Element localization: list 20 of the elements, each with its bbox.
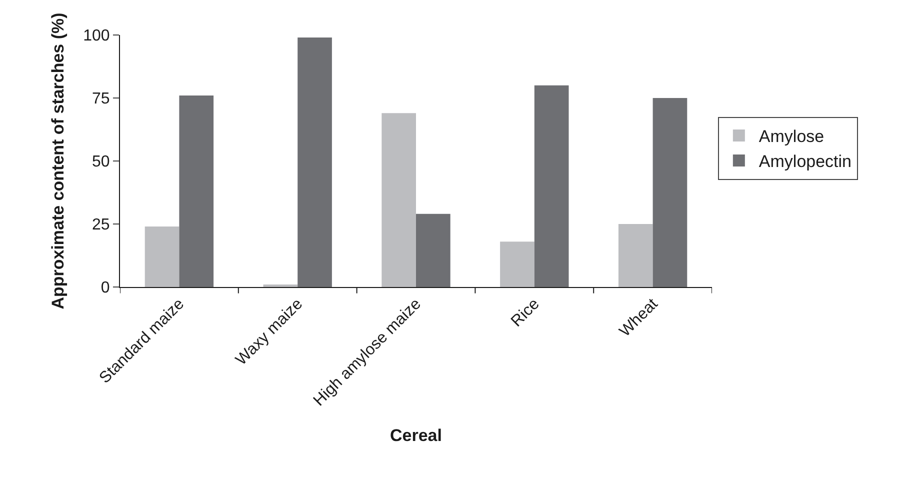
bar bbox=[500, 242, 534, 287]
bar bbox=[298, 38, 332, 287]
y-tick-label: 25 bbox=[92, 216, 110, 234]
y-axis-title: Approximate content of starches (%) bbox=[48, 12, 68, 310]
y-tick-label: 50 bbox=[92, 154, 110, 171]
bar bbox=[263, 284, 298, 287]
y-tick-label: 100 bbox=[83, 28, 110, 45]
bar bbox=[534, 85, 569, 287]
bar bbox=[382, 113, 416, 287]
legend-label: Amylose bbox=[758, 127, 824, 146]
bar bbox=[416, 214, 450, 287]
x-tick-label: Rice bbox=[508, 296, 543, 330]
x-axis-title: Cereal bbox=[390, 426, 442, 445]
bar bbox=[652, 98, 688, 287]
y-tick-label: 75 bbox=[92, 90, 110, 108]
y-tick-label: 0 bbox=[100, 280, 110, 297]
legend-label: Amylopectin bbox=[758, 152, 852, 172]
bar bbox=[618, 224, 653, 287]
bar bbox=[179, 95, 214, 287]
bar bbox=[144, 226, 180, 287]
